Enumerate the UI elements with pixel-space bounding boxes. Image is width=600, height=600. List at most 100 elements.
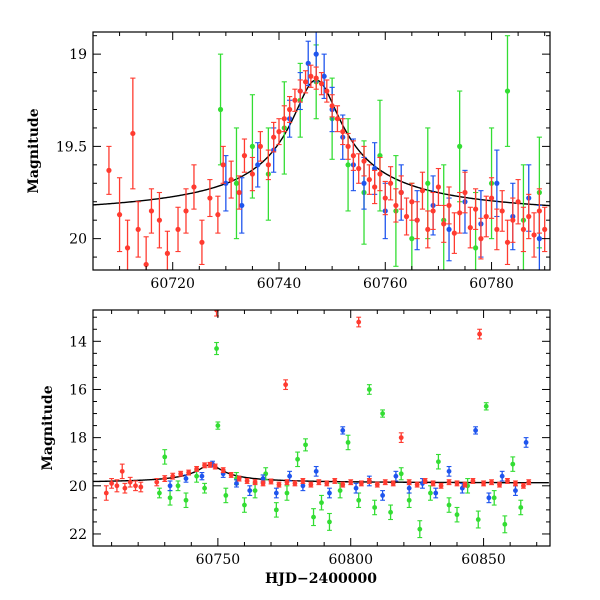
bottom-blue-point bbox=[327, 487, 332, 499]
data-marker bbox=[191, 184, 197, 190]
bottom-red-point bbox=[324, 480, 330, 487]
data-marker bbox=[162, 476, 168, 481]
data-marker bbox=[284, 490, 290, 496]
bottom-blue-point bbox=[167, 480, 173, 492]
top-red-point bbox=[148, 188, 155, 234]
top-red-point bbox=[393, 188, 399, 223]
data-marker bbox=[260, 476, 266, 481]
data-marker bbox=[217, 106, 224, 113]
bottom-red-point bbox=[497, 481, 502, 488]
top-red-point bbox=[276, 118, 282, 146]
top-red-point bbox=[265, 149, 271, 181]
bottom-red-point bbox=[114, 479, 120, 493]
bottom-red-point bbox=[382, 479, 388, 486]
data-marker bbox=[513, 488, 518, 494]
data-marker bbox=[183, 497, 189, 503]
top-red-point bbox=[135, 201, 141, 258]
data-marker bbox=[350, 153, 356, 159]
data-marker bbox=[234, 480, 239, 486]
data-marker bbox=[308, 73, 314, 79]
data-marker bbox=[348, 479, 354, 485]
bottom-green-point bbox=[518, 499, 524, 516]
data-marker bbox=[287, 473, 293, 479]
bottom-green-point bbox=[454, 506, 460, 523]
data-marker bbox=[164, 250, 170, 256]
data-marker bbox=[199, 239, 205, 245]
data-marker bbox=[284, 479, 290, 485]
data-marker bbox=[252, 488, 258, 494]
data-marker bbox=[515, 199, 521, 205]
top-blue-point bbox=[255, 142, 261, 188]
data-marker bbox=[313, 51, 319, 57]
top-x-tick-label: 60740 bbox=[257, 276, 302, 292]
top-red-point bbox=[430, 191, 436, 230]
bottom-green-point bbox=[157, 487, 162, 499]
top-red-point bbox=[271, 121, 277, 153]
bottom-green-point bbox=[202, 482, 207, 494]
bottom-blue-point bbox=[499, 470, 505, 482]
data-marker bbox=[133, 483, 138, 489]
top-red-point bbox=[419, 171, 426, 210]
top-red-point bbox=[536, 188, 542, 234]
data-marker bbox=[340, 428, 346, 433]
top-red-point bbox=[130, 77, 136, 190]
bottom-axis-ticks: 60750 60800 60850 14 16 18 20 22 bbox=[69, 310, 550, 568]
top-axes-frame bbox=[92, 31, 551, 271]
bottom-red-point bbox=[284, 479, 290, 486]
bottom-blue-point bbox=[486, 492, 492, 504]
data-marker bbox=[255, 162, 261, 168]
data-marker bbox=[473, 245, 479, 251]
bottom-blue-point bbox=[287, 470, 293, 482]
data-marker bbox=[302, 79, 309, 85]
bottom-green-point bbox=[284, 485, 290, 501]
bottom-red-point bbox=[398, 432, 404, 443]
top-blue-point bbox=[239, 177, 245, 234]
bottom-red-point bbox=[138, 481, 144, 493]
data-marker bbox=[334, 116, 341, 122]
bottom-red-point bbox=[212, 463, 218, 470]
bottom-red-point bbox=[477, 328, 482, 340]
bottom-x-axis-label: HJD−2400000 bbox=[265, 571, 377, 587]
data-marker bbox=[167, 483, 173, 489]
top-red-point bbox=[334, 105, 341, 133]
data-marker bbox=[283, 382, 289, 388]
data-marker bbox=[446, 502, 452, 508]
data-marker bbox=[446, 479, 452, 485]
bottom-x-tick-label: 60800 bbox=[328, 552, 373, 568]
top-red-point bbox=[236, 175, 242, 210]
top-red-point bbox=[478, 217, 484, 260]
data-marker bbox=[475, 517, 481, 522]
top-red-point bbox=[340, 118, 346, 146]
data-marker bbox=[345, 162, 351, 168]
data-marker bbox=[451, 230, 457, 236]
data-marker bbox=[409, 236, 415, 242]
bottom-red-point bbox=[406, 479, 412, 486]
data-marker bbox=[162, 454, 168, 460]
data-marker bbox=[488, 195, 495, 201]
top-red-point bbox=[116, 177, 123, 253]
top-red-point bbox=[207, 179, 213, 218]
data-marker bbox=[380, 493, 386, 498]
data-marker bbox=[497, 482, 502, 487]
data-marker bbox=[518, 505, 524, 510]
data-marker bbox=[297, 88, 303, 94]
data-marker bbox=[313, 468, 319, 474]
data-marker bbox=[319, 500, 324, 506]
data-marker bbox=[387, 180, 394, 186]
data-marker bbox=[130, 130, 136, 137]
data-marker bbox=[406, 485, 412, 491]
bottom-red-point bbox=[276, 481, 282, 488]
bottom-red-point bbox=[470, 478, 476, 484]
data-marker bbox=[247, 488, 253, 494]
data-marker bbox=[332, 478, 338, 484]
data-marker bbox=[377, 171, 383, 177]
data-marker bbox=[441, 221, 447, 227]
bottom-red-point bbox=[374, 481, 380, 488]
data-marker bbox=[358, 480, 364, 486]
data-marker bbox=[236, 189, 242, 196]
bottom-red-point bbox=[513, 480, 518, 487]
bottom-green-point bbox=[436, 453, 441, 470]
top-red-point bbox=[241, 138, 248, 173]
data-marker bbox=[430, 480, 436, 486]
data-marker bbox=[504, 88, 511, 94]
